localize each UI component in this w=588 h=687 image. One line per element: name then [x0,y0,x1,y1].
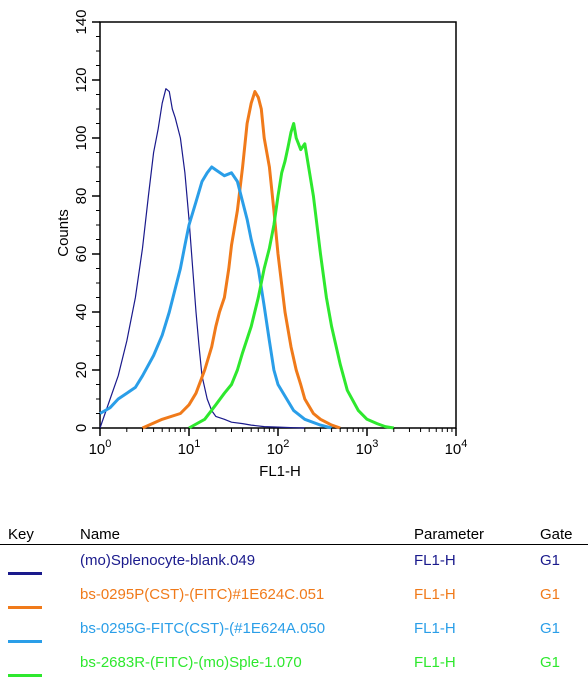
legend-header-gate: Gate [540,526,573,543]
series-line [141,90,341,430]
axes-layer: 0 20 40 60 80 100 120 140 100 101 102 103 104 FL1-H Co… [55,9,467,480]
legend-row: bs-2683R-(FITC)-(mo)Sple-1.070 FL1-H G1 [0,654,588,684]
series-line [99,88,305,429]
legend-row-name: bs-2683R-(FITC)-(mo)Sple-1.070 [80,654,302,671]
legend-swatch [8,674,42,677]
legend-row-parameter: FL1-H [414,552,456,569]
legend-row-name: bs-0295G-FITC(CST)-(#1E624A.050 [80,620,326,637]
x-tick-label: 104 [445,438,468,458]
series-line [188,122,395,430]
x-tick-label: 103 [356,438,379,458]
legend-row: bs-0295P(CST)-(FITC)#1E624C.051 FL1-H G1 [0,586,588,616]
legend-row: bs-0295G-FITC(CST)-(#1E624A.050 FL1-H G1 [0,620,588,650]
legend-swatch [8,572,42,575]
y-tick-label: 120 [73,67,90,92]
legend-swatch [8,640,42,643]
plot-frame [99,21,457,429]
legend-row-parameter: FL1-H [414,586,456,603]
legend-row-name: bs-0295P(CST)-(FITC)#1E624C.051 [80,586,325,603]
y-tick-label: 0 [73,424,90,432]
legend-swatch [8,606,42,609]
histogram-chart: 0 20 40 60 80 100 120 140 100 101 102 103 104 FL1-H Co… [55,9,467,480]
legend-header-parameter: Parameter [414,526,485,543]
y-tick-label: 40 [73,304,90,321]
y-tick-label: 140 [73,9,90,34]
legend-row-gate: G1 [540,620,561,637]
y-tick-label: 100 [73,125,90,150]
x-tick-label: 100 [89,438,112,458]
x-tick-label: 102 [267,438,290,458]
legend-header-key: Key [8,526,34,543]
legend-row-parameter: FL1-H [414,654,456,671]
legend-header-rule [0,544,588,545]
x-tick-label: 101 [178,438,201,458]
legend-row-gate: G1 [540,654,561,671]
series-layer [99,88,395,430]
y-tick-label: 80 [73,188,90,205]
legend-row-parameter: FL1-H [414,620,456,637]
legend-header-name: Name [80,526,121,543]
legend-row-gate: G1 [540,586,561,603]
legend-row: (mo)Splenocyte-blank.049 FL1-H G1 [0,552,588,582]
series-line [99,165,332,430]
plot-border [99,21,457,429]
x-axis-label: FL1-H [259,463,301,480]
y-tick-label: 60 [73,246,90,263]
legend-row-gate: G1 [540,552,561,569]
y-axis-label: Counts [55,209,72,257]
y-tick-label: 20 [73,362,90,379]
legend-row-name: (mo)Splenocyte-blank.049 [80,552,256,569]
